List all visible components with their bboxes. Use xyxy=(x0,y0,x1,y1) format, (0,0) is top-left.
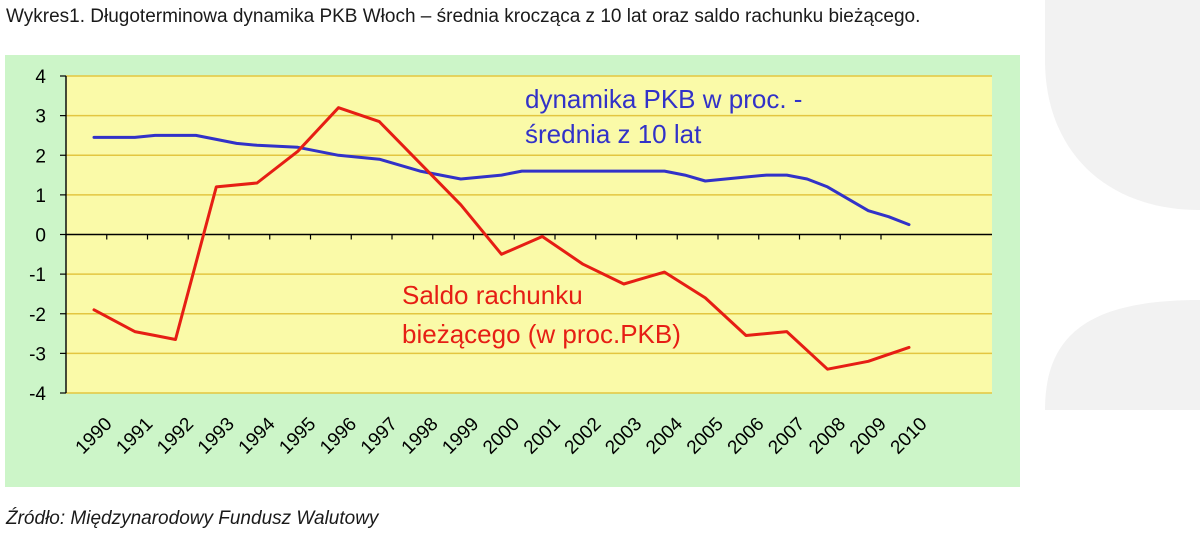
x-tick-label: 2005 xyxy=(683,414,728,459)
x-tick-label: 1999 xyxy=(438,414,483,459)
x-tick-label: 1996 xyxy=(316,414,361,459)
x-tick-label: 1991 xyxy=(112,414,157,459)
source-note: Źródło: Międzynarodowy Fundusz Walutowy xyxy=(6,508,379,529)
series-label: średnia z 10 lat xyxy=(525,119,702,149)
series-label: bieżącego (w proc.PKB) xyxy=(402,319,681,349)
figure-title: Wykres1. Długoterminowa dynamika PKB Wło… xyxy=(6,6,921,27)
series-label: Saldo rachunku xyxy=(402,280,583,310)
x-tick-label: 1998 xyxy=(398,414,443,459)
x-tick-label: 2010 xyxy=(887,414,932,459)
y-tick-label: 4 xyxy=(35,67,46,88)
series-line-1 xyxy=(92,133,911,227)
x-tick-label: 2007 xyxy=(764,414,809,459)
x-tick-label: 2009 xyxy=(846,414,891,459)
series-line-2 xyxy=(92,106,911,371)
y-tick-label: -4 xyxy=(29,384,46,405)
x-tick-label: 2004 xyxy=(642,413,687,458)
series-label: dynamika PKB w proc. - xyxy=(525,84,802,114)
x-tick-label: 1990 xyxy=(72,414,117,459)
x-tick-label: 2008 xyxy=(805,414,850,459)
x-tick-label: 2001 xyxy=(520,414,565,459)
x-tick-label: 1993 xyxy=(194,414,239,459)
x-tick-label: 2003 xyxy=(601,414,646,459)
y-tick-label: -3 xyxy=(29,344,46,365)
x-tick-label: 2000 xyxy=(479,414,524,459)
x-tick-label: 1997 xyxy=(357,414,402,459)
watermark-shape xyxy=(1045,0,1200,410)
x-tick-label: 2006 xyxy=(724,414,769,459)
x-tick-label: 2002 xyxy=(561,414,606,459)
y-tick-label: 3 xyxy=(35,107,46,128)
y-tick-label: -1 xyxy=(29,265,46,286)
x-tick-label: 1994 xyxy=(235,413,280,458)
x-tick-label: 1992 xyxy=(153,414,198,459)
y-tick-label: 0 xyxy=(35,226,46,247)
x-tick-label: 1995 xyxy=(275,414,320,459)
y-tick-label: 2 xyxy=(35,146,46,167)
y-tick-label: -2 xyxy=(29,305,46,326)
y-tick-label: 1 xyxy=(35,186,46,207)
